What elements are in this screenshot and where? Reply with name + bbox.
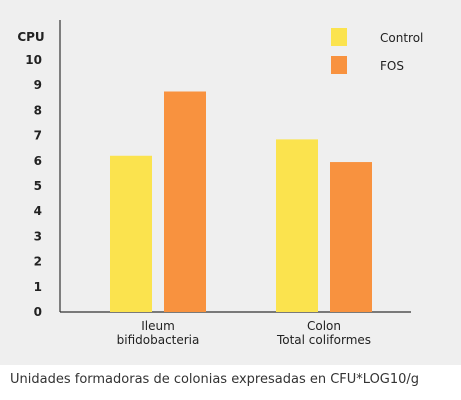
y-tick-label: 0 (34, 305, 42, 319)
chart-panel: CPU 0 1 2 3 4 5 6 7 8 9 10 Ileum bifidobacteria Colo… (0, 0, 461, 365)
bar-fos-1 (330, 162, 372, 312)
y-tick-label: 2 (34, 255, 42, 269)
y-tick-label: 6 (34, 154, 42, 168)
legend-swatch-fos (331, 56, 347, 74)
legend: Control FOS (331, 28, 423, 74)
x-category-label: Ileum (141, 319, 175, 333)
y-tick-label: 8 (34, 103, 42, 117)
y-tick-label: 3 (34, 229, 42, 243)
x-category-label: Total coliformes (276, 333, 371, 347)
footnote: Unidades formadoras de colonias expresad… (10, 372, 420, 387)
y-tick-label: 4 (34, 204, 42, 218)
bars (110, 91, 372, 312)
y-axis-ticks: 0 1 2 3 4 5 6 7 8 9 10 (25, 53, 42, 319)
legend-label-control: Control (380, 31, 423, 45)
legend-swatch-control (331, 28, 347, 46)
y-tick-label: 5 (34, 179, 42, 193)
y-axis-label: CPU (17, 30, 44, 44)
bar-control-0 (110, 155, 152, 312)
legend-label-fos: FOS (380, 59, 404, 73)
x-category-label: Colon (307, 319, 341, 333)
bar-control-1 (276, 139, 318, 312)
y-tick-label: 9 (34, 78, 42, 92)
y-tick-label: 10 (25, 53, 42, 67)
x-category-label: bifidobacteria (117, 333, 200, 347)
y-tick-label: 7 (34, 129, 42, 143)
bar-fos-0 (164, 91, 206, 312)
y-tick-label: 1 (34, 280, 42, 294)
